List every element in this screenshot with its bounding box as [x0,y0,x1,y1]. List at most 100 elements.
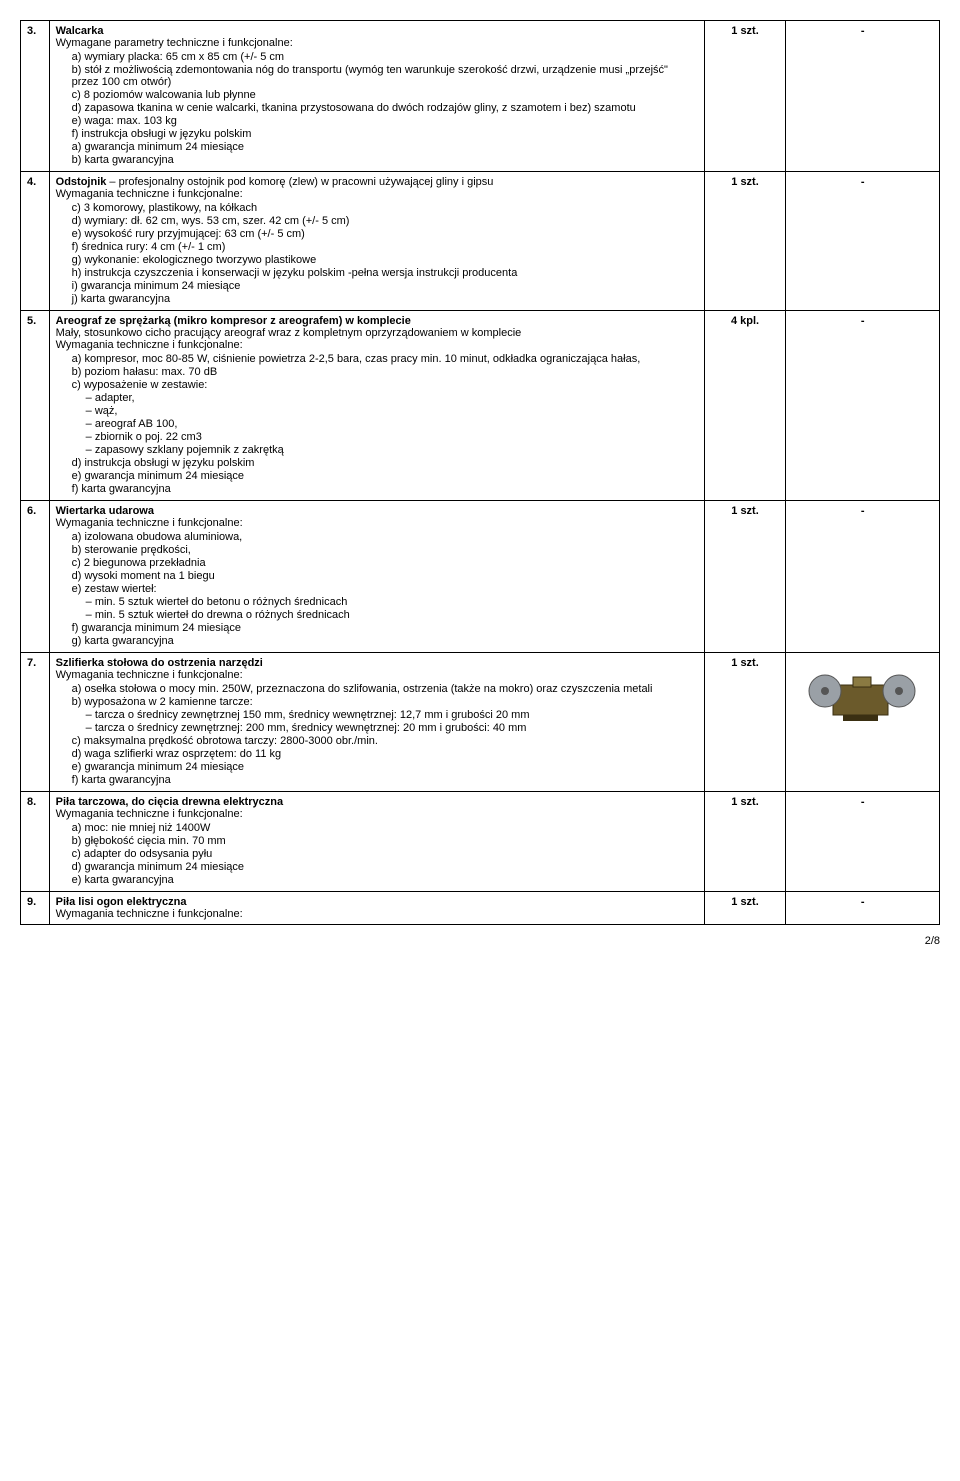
list-item: c) 8 poziomów walcowania lub płynne [72,89,698,101]
row-intro: Wymagania techniczne i funkcjonalne: [56,669,698,681]
list-item: d) wysoki moment na 1 biegu [72,570,698,582]
list-item: g) karta gwarancyjna [72,635,698,647]
no-image-dash: - [861,896,865,908]
row-items: a) kompresor, moc 80-85 W, ciśnienie pow… [56,353,698,495]
spec-tbody: 3.WalcarkaWymagane parametry techniczne … [21,21,940,925]
list-item: c) 3 komorowy, plastikowy, na kółkach [72,202,698,214]
list-item: f) gwarancja minimum 24 miesiące [72,622,698,634]
row-number: 7. [21,653,50,792]
row-intro: Wymagania techniczne i funkcjonalne: [56,339,698,351]
row-image [786,653,940,792]
row-description: Odstojnik – profesjonalny ostojnik pod k… [49,172,704,311]
no-image-dash: - [861,176,865,188]
row-qty: 1 szt. [704,892,786,925]
list-item: b) stół z możliwością zdemontowania nóg … [72,64,698,88]
row-title: Odstojnik [56,176,107,188]
table-row: 8. Piła tarczowa, do cięcia drewna elektr… [21,792,940,892]
list-item: f) instrukcja obsługi w języku polskim [72,128,698,140]
row-description: Areograf ze sprężarką (mikro kompresor z… [49,311,704,501]
sub-list: tarcza o średnicy zewnętrznej 150 mm, śr… [72,709,698,734]
row-number: 6. [21,501,50,653]
row-image: - [786,21,940,172]
list-item: e) waga: max. 103 kg [72,115,698,127]
row-number: 8. [21,792,50,892]
spec-table: 3.WalcarkaWymagane parametry techniczne … [20,20,940,925]
list-item: f) średnica rury: 4 cm (+/- 1 cm) [72,241,698,253]
list-item: e) wysokość rury przyjmującej: 63 cm (+/… [72,228,698,240]
sub-list-item: tarcza o średnicy zewnętrznej 150 mm, śr… [86,709,698,721]
list-item: d) instrukcja obsługi w języku polskim [72,457,698,469]
sub-list-item: zapasowy szklany pojemnik z zakrętką [86,444,698,456]
list-item: a) izolowana obudowa aluminiowa, [72,531,698,543]
row-intro: Wymagania techniczne i funkcjonalne: [56,908,698,920]
row-description: Wiertarka udarowaWymagania techniczne i … [49,501,704,653]
list-item: d) wymiary: dł. 62 cm, wys. 53 cm, szer.… [72,215,698,227]
sub-list-item: tarcza o średnicy zewnętrznej: 200 mm, ś… [86,722,698,734]
sub-list-item: wąż, [86,405,698,417]
row-title: Piła tarczowa, do cięcia drewna elektryc… [56,796,698,808]
sub-list: adapter,wąż,areograf AB 100,zbiornik o p… [72,392,698,456]
table-row: 5. Areograf ze sprężarką (mikro kompresor… [21,311,940,501]
table-row: 4.Odstojnik – profesjonalny ostojnik pod… [21,172,940,311]
list-item: d) gwarancja minimum 24 miesiące [72,861,698,873]
row-image: - [786,311,940,501]
row-qty: 4 kpl. [704,311,786,501]
grinder-icon [803,657,923,727]
row-title: Walcarka [56,25,698,37]
row-qty: 1 szt. [704,172,786,311]
page-number: 2/8 [20,935,940,947]
row-title: Szlifierka stołowa do ostrzenia narzędzi [56,657,698,669]
no-image-dash: - [861,315,865,327]
row-subtitle: Mały, stosunkowo cicho pracujący areogra… [56,327,698,339]
row-intro: Wymagane parametry techniczne i funkcjon… [56,37,698,49]
list-item: d) zapasowa tkanina w cenie walcarki, tk… [72,102,698,114]
row-title-tail: – profesjonalny ostojnik pod komorę (zle… [106,176,493,188]
list-item: f) karta gwarancyjna [72,483,698,495]
no-image-dash: - [861,505,865,517]
table-row: 3.WalcarkaWymagane parametry techniczne … [21,21,940,172]
list-item: h) instrukcja czyszczenia i konserwacji … [72,267,698,279]
sub-list-item: areograf AB 100, [86,418,698,430]
list-item: b) głębokość cięcia min. 70 mm [72,835,698,847]
row-items: a) wymiary placka: 65 cm x 85 cm (+/- 5 … [56,51,698,166]
row-image: - [786,892,940,925]
row-number: 5. [21,311,50,501]
list-item: b) poziom hałasu: max. 70 dB [72,366,698,378]
row-number: 9. [21,892,50,925]
sub-list-item: min. 5 sztuk wierteł do drewna o różnych… [86,609,698,621]
row-qty: 1 szt. [704,21,786,172]
list-item: b) wyposażona w 2 kamienne tarcze:tarcza… [72,696,698,734]
list-item: c) wyposażenie w zestawie:adapter,wąż,ar… [72,379,698,456]
row-items: a) osełka stołowa o mocy min. 250W, prze… [56,683,698,786]
list-item: e) gwarancja minimum 24 miesiące [72,761,698,773]
list-item: f) karta gwarancyjna [72,774,698,786]
row-image: - [786,172,940,311]
table-row: 9. Piła lisi ogon elektrycznaWymagania te… [21,892,940,925]
row-intro: Wymagania techniczne i funkcjonalne: [56,188,698,200]
sub-list: min. 5 sztuk wierteł do betonu o różnych… [72,596,698,621]
list-item: c) adapter do odsysania pyłu [72,848,698,860]
list-item: b) karta gwarancyjna [72,154,698,166]
list-item: a) moc: nie mniej niż 1400W [72,822,698,834]
list-item: c) maksymalna prędkość obrotowa tarczy: … [72,735,698,747]
row-items: c) 3 komorowy, plastikowy, na kółkachd) … [56,202,698,305]
row-title: Wiertarka udarowa [56,505,698,517]
list-item: a) gwarancja minimum 24 miesiące [72,141,698,153]
row-number: 4. [21,172,50,311]
sub-list-item: zbiornik o poj. 22 cm3 [86,431,698,443]
row-title: Piła lisi ogon elektryczna [56,896,698,908]
sub-list-item: min. 5 sztuk wierteł do betonu o różnych… [86,596,698,608]
row-title: Areograf ze sprężarką (mikro kompresor z… [56,315,698,327]
list-item: c) 2 biegunowa przekładnia [72,557,698,569]
table-row: 7.Szlifierka stołowa do ostrzenia narzęd… [21,653,940,792]
row-intro: Wymagania techniczne i funkcjonalne: [56,517,698,529]
list-item: a) kompresor, moc 80-85 W, ciśnienie pow… [72,353,698,365]
row-description: Piła tarczowa, do cięcia drewna elektryc… [49,792,704,892]
row-image: - [786,792,940,892]
table-row: 6.Wiertarka udarowaWymagania techniczne … [21,501,940,653]
row-description: Szlifierka stołowa do ostrzenia narzędzi… [49,653,704,792]
list-item: g) wykonanie: ekologicznego tworzywo pla… [72,254,698,266]
row-intro: Wymagania techniczne i funkcjonalne: [56,808,698,820]
list-item: d) waga szlifierki wraz osprzętem: do 11… [72,748,698,760]
list-item: e) zestaw wierteł:min. 5 sztuk wierteł d… [72,583,698,621]
